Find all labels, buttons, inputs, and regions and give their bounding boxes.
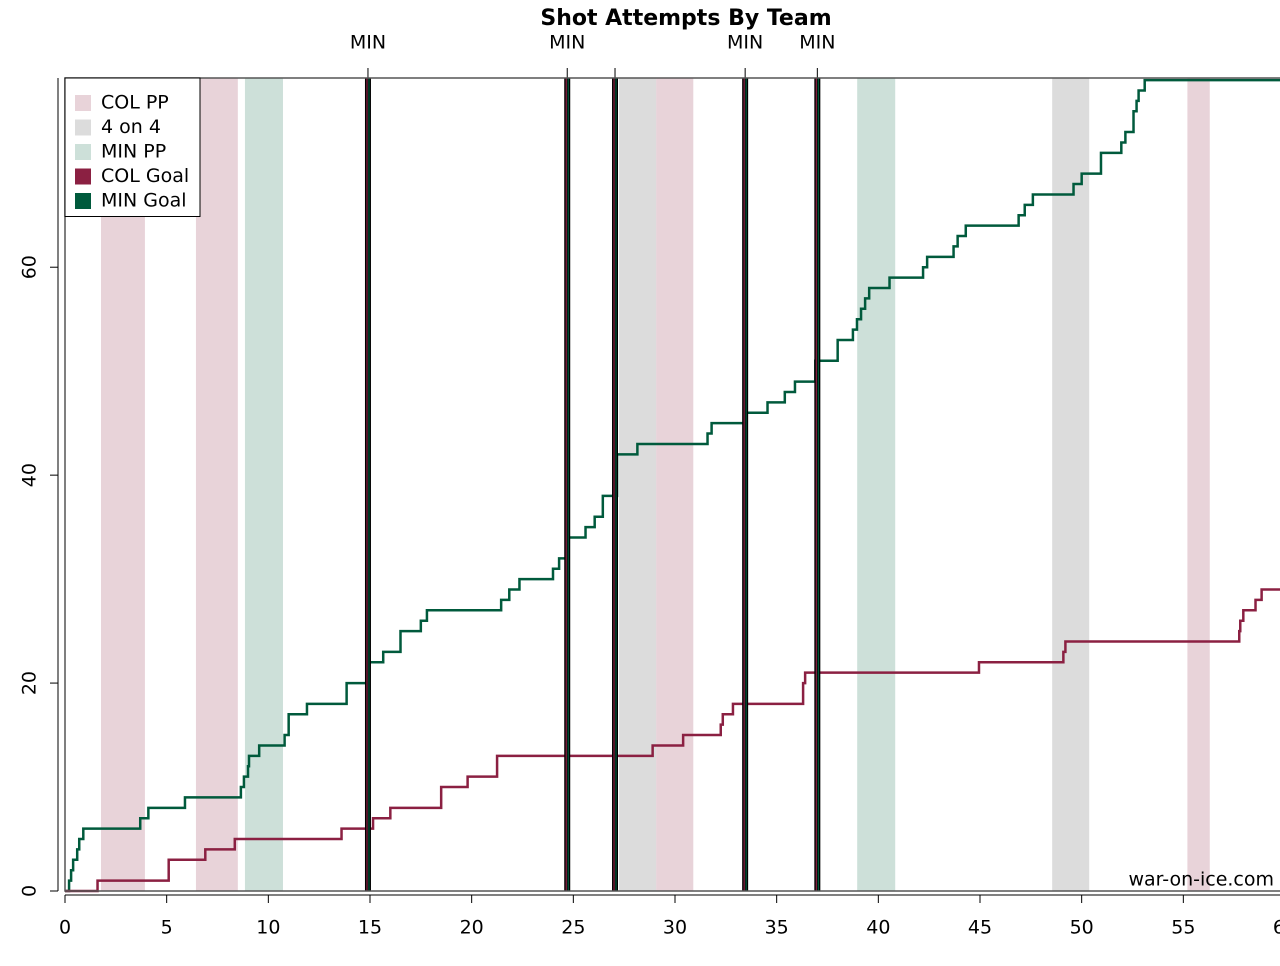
- x-tick-label: 10: [256, 917, 280, 939]
- x-tick-label: 60: [1273, 917, 1280, 939]
- legend-label: MIN PP: [101, 141, 166, 163]
- y-tick-label: 60: [19, 255, 41, 279]
- step-line: [65, 588, 1280, 893]
- x-tick-label: 45: [968, 917, 992, 939]
- chart-title: Shot Attempts By Team: [540, 6, 831, 31]
- legend-swatch: [75, 193, 91, 209]
- goal-label: MIN: [727, 32, 763, 54]
- legend-swatch: [75, 119, 91, 136]
- x-tick-label: 40: [866, 917, 890, 939]
- legend-swatch: [75, 144, 91, 160]
- y-tick-label: 40: [19, 463, 41, 487]
- x-tick-label: 25: [561, 917, 585, 939]
- x-tick-label: 35: [765, 917, 789, 939]
- watermark: war-on-ice.com: [1128, 869, 1274, 891]
- legend-swatch: [75, 95, 91, 111]
- band: [1052, 78, 1090, 891]
- legend-label: COL PP: [101, 92, 169, 114]
- x-tick-label: 50: [1070, 917, 1094, 939]
- legend-swatch: [75, 168, 91, 185]
- band: [195, 78, 238, 891]
- band: [619, 78, 657, 891]
- x-tick-label: 55: [1171, 917, 1195, 939]
- x-tick-label: 0: [59, 917, 71, 939]
- plot-box: [64, 77, 1280, 892]
- x-tick-label: 15: [358, 917, 382, 939]
- x-tick-label: 30: [663, 917, 687, 939]
- band: [1187, 78, 1210, 891]
- legend-label: COL Goal: [101, 165, 189, 187]
- band: [656, 78, 694, 891]
- goal-label: MIN: [549, 32, 585, 54]
- x-tick-label: 5: [161, 917, 173, 939]
- y-tick-label: 0: [19, 885, 41, 897]
- band: [857, 78, 896, 891]
- legend-label: 4 on 4: [101, 116, 161, 138]
- goal-label: MIN: [799, 32, 835, 54]
- legend-label: MIN Goal: [101, 190, 187, 212]
- x-tick-label: 20: [460, 917, 484, 939]
- y-tick-label: 20: [19, 671, 41, 695]
- goal-label: MIN: [350, 32, 386, 54]
- band: [244, 78, 283, 891]
